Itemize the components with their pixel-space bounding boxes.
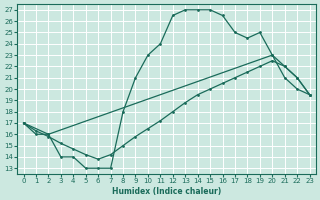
- X-axis label: Humidex (Indice chaleur): Humidex (Indice chaleur): [112, 187, 221, 196]
